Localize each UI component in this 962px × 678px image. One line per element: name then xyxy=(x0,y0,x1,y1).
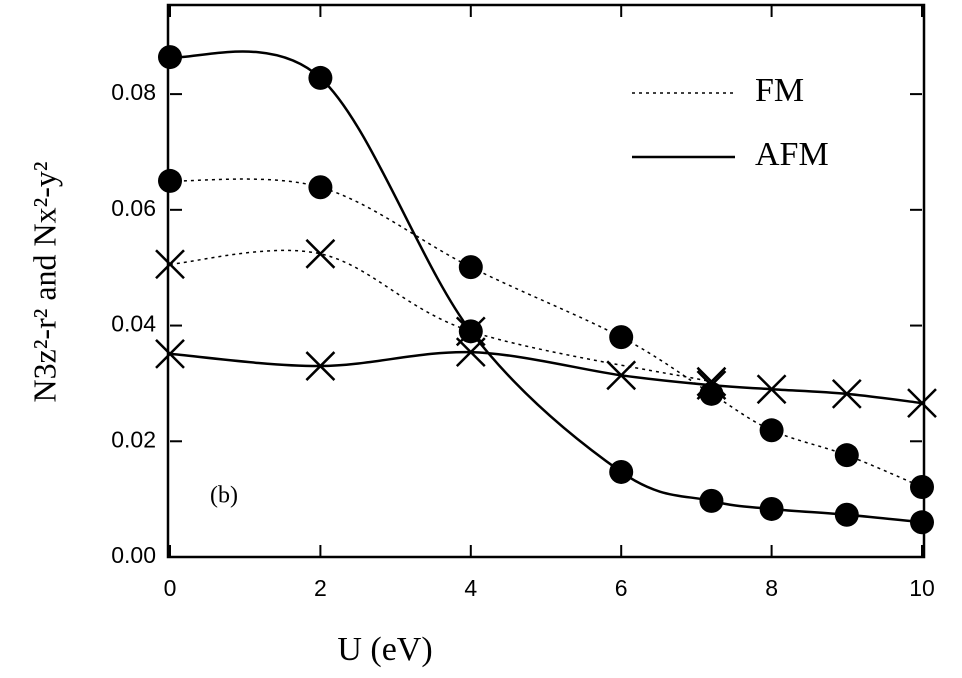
marker-circle xyxy=(699,488,724,513)
marker-circle xyxy=(158,45,182,70)
series-line xyxy=(169,249,712,383)
x-tick-label: 4 xyxy=(464,575,477,601)
marker-circle xyxy=(609,325,634,350)
x-tick-label: 8 xyxy=(765,575,778,601)
series-line xyxy=(169,350,923,405)
marker-circle xyxy=(609,459,634,484)
y-tick-label: 0.00 xyxy=(111,542,156,568)
plot-frame xyxy=(166,3,926,559)
marker-x xyxy=(907,388,937,418)
marker-x xyxy=(155,339,185,369)
legend-label: FM xyxy=(755,72,804,109)
series-line xyxy=(169,178,923,488)
x-tick-label: 10 xyxy=(909,575,935,601)
legend-label: AFM xyxy=(755,136,829,173)
y-axis-label: N3z²-r² and Nx²-y² xyxy=(26,162,62,403)
marker-circle xyxy=(308,65,333,90)
series-line xyxy=(169,50,923,524)
marker-x xyxy=(455,337,486,368)
marker-x xyxy=(696,366,727,397)
marker-x xyxy=(756,374,787,405)
annotation: (b) xyxy=(210,483,238,509)
marker-x xyxy=(696,370,727,401)
marker-x xyxy=(155,249,185,280)
y-tick-label: 0.04 xyxy=(111,311,156,337)
marker-circle xyxy=(910,474,934,499)
marker-circle xyxy=(834,443,859,468)
marker-circle xyxy=(759,496,784,521)
marker-x xyxy=(305,351,336,381)
x-tick-label: 0 xyxy=(164,575,177,601)
y-tick-label: 0.06 xyxy=(111,195,156,221)
y-tick-label: 0.08 xyxy=(111,79,156,105)
marker-x xyxy=(606,360,637,391)
marker-circle xyxy=(910,510,934,535)
marker-circle xyxy=(158,168,182,193)
marker-circle xyxy=(759,418,784,443)
x-axis-label: U (eV) xyxy=(337,631,432,668)
marker-x xyxy=(305,238,336,269)
marker-circle xyxy=(458,255,483,280)
x-tick-label: 2 xyxy=(314,575,327,601)
x-tick-label: 6 xyxy=(615,575,628,601)
marker-circle xyxy=(834,502,859,527)
marker-circle xyxy=(458,319,483,344)
marker-x xyxy=(831,378,862,409)
y-tick-label: 0.02 xyxy=(111,426,156,452)
marker-circle xyxy=(308,175,333,200)
